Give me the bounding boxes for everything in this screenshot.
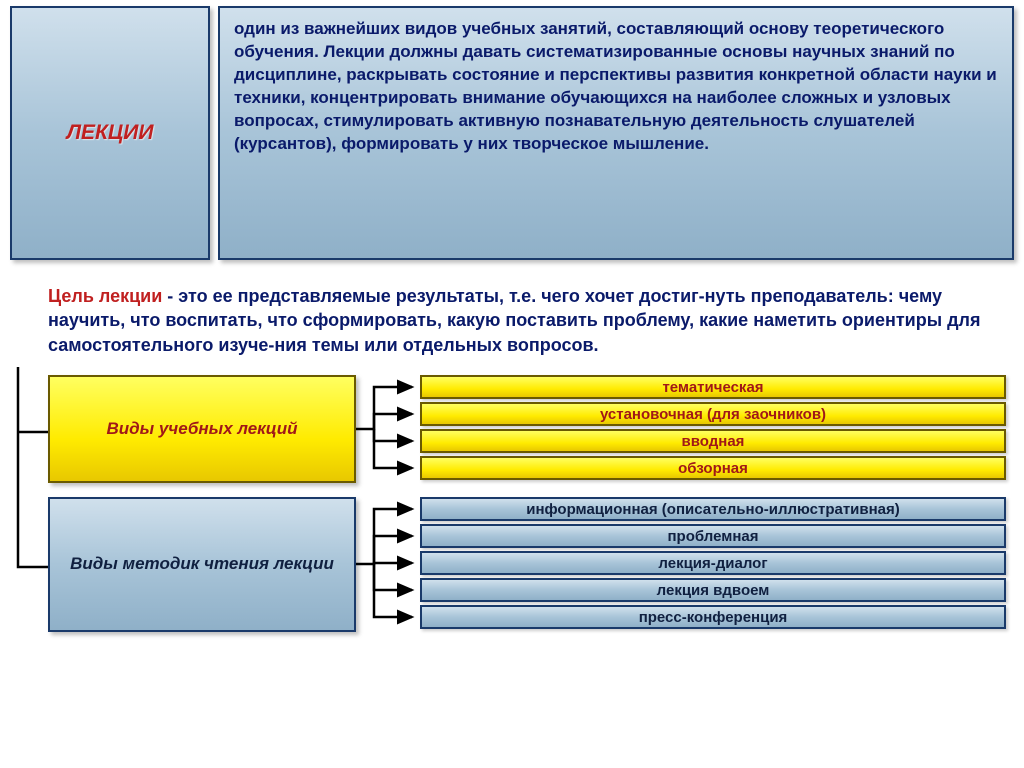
method-item: проблемная (420, 524, 1006, 548)
left-connector-svg (10, 367, 50, 632)
method-item: пресс-конференция (420, 605, 1006, 629)
method-item: лекция-диалог (420, 551, 1006, 575)
methods-category-box: Виды методик чтения лекции (48, 497, 356, 632)
methods-items: информационная (описательно-иллюстративн… (420, 497, 1006, 632)
types-items: тематическая установочная (для заочников… (420, 375, 1006, 483)
lektsii-title: ЛЕКЦИИ (67, 121, 154, 145)
goal-label: Цель лекции (48, 286, 162, 306)
method-item: лекция вдвоем (420, 578, 1006, 602)
types-category-label: Виды учебных лекций (106, 419, 297, 439)
type-item: вводная (420, 429, 1006, 453)
type-item: установочная (для заочников) (420, 402, 1006, 426)
goal-paragraph: Цель лекции - это ее представляемые резу… (0, 260, 1024, 367)
types-category-box: Виды учебных лекций (48, 375, 356, 483)
goal-text: - это ее представляемые результаты, т.е.… (48, 286, 980, 355)
type-item: обзорная (420, 456, 1006, 480)
section-types-row: Виды учебных лекций тематическая установ… (48, 375, 1006, 483)
description-text: один из важнейших видов учебных занятий,… (234, 18, 998, 156)
types-arrows (356, 375, 420, 483)
lektsii-title-box: ЛЕКЦИИ (10, 6, 210, 260)
section-methods-row: Виды методик чтения лекции информационна… (48, 497, 1006, 632)
type-item: тематическая (420, 375, 1006, 399)
method-item: информационная (описательно-иллюстративн… (420, 497, 1006, 521)
methods-category-label: Виды методик чтения лекции (70, 554, 334, 574)
methods-arrows (356, 497, 420, 632)
description-box: один из важнейших видов учебных занятий,… (218, 6, 1014, 260)
